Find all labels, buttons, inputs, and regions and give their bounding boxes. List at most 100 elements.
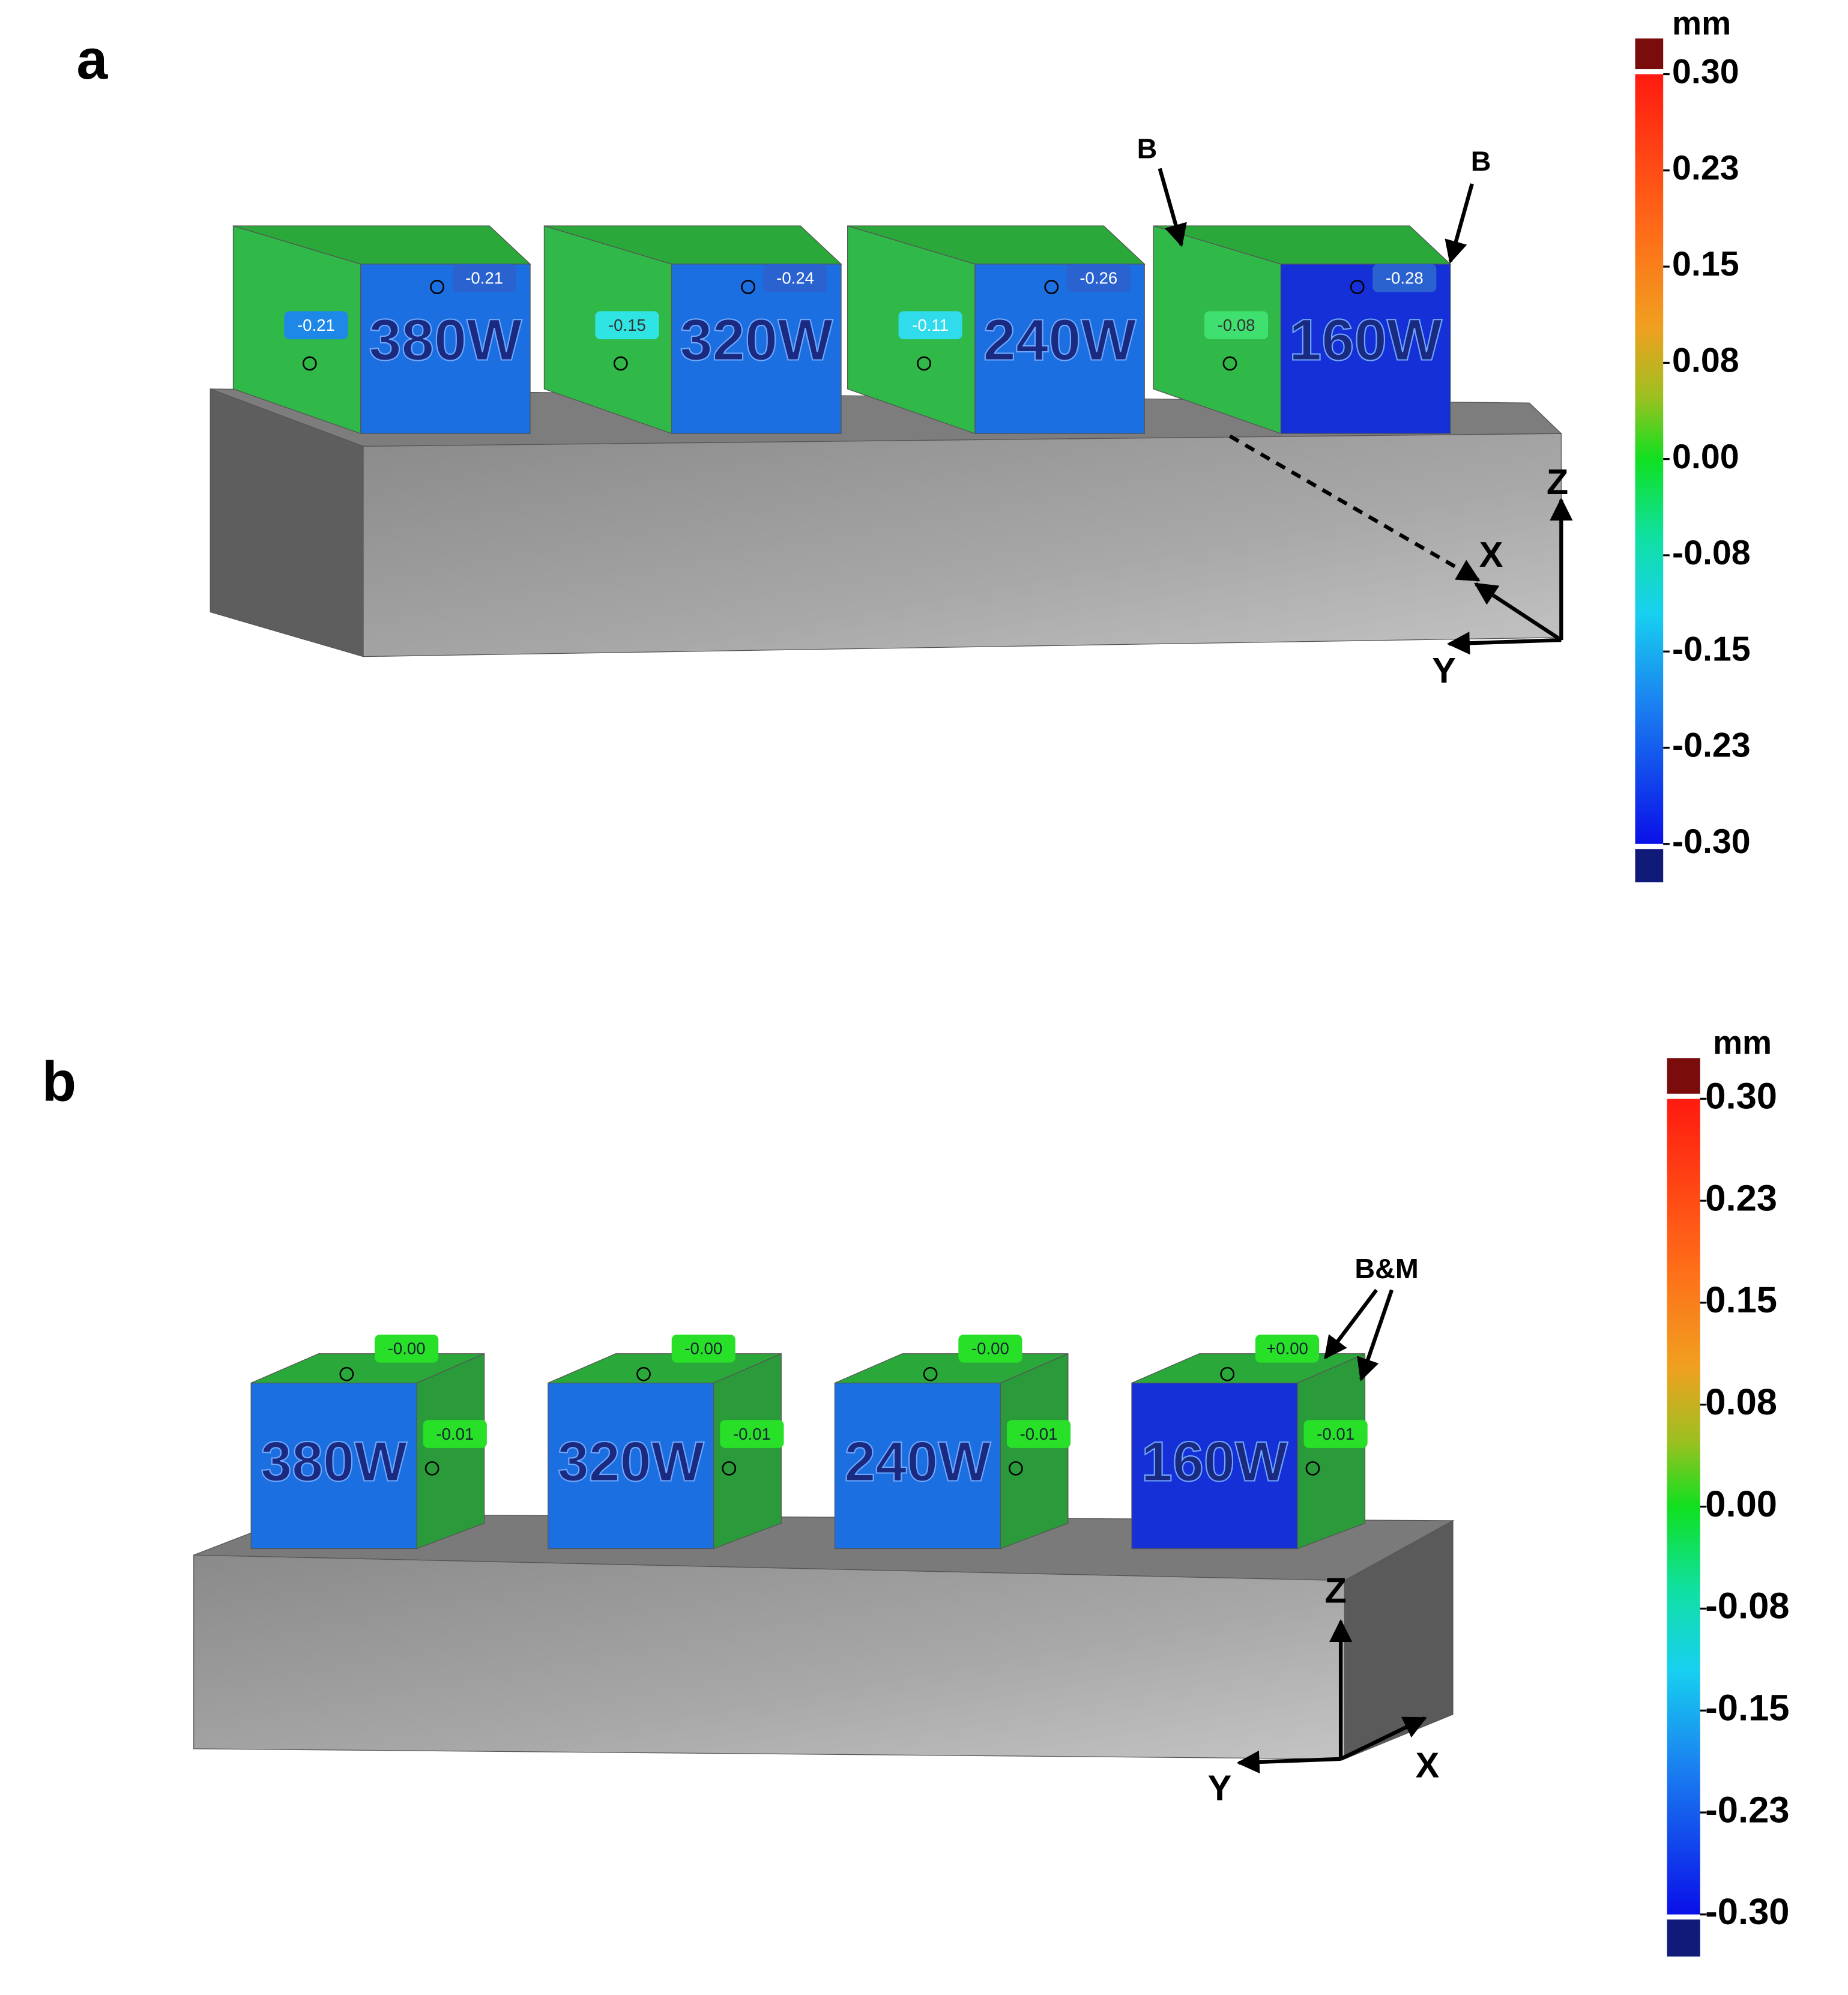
label: B [1471, 145, 1491, 177]
callout-text: -0.01 [733, 1425, 771, 1443]
block-name: 380W [369, 307, 522, 372]
probe [917, 356, 931, 371]
callout-text: -0.28 [1386, 269, 1424, 288]
callout-text: -0.21 [465, 269, 503, 288]
block-side [713, 1353, 782, 1550]
callout-box [763, 264, 827, 292]
block-front [548, 1382, 714, 1550]
probe [636, 1366, 651, 1381]
label: -0.08 [1672, 534, 1751, 572]
callout-box [720, 1420, 784, 1448]
block-front [250, 1382, 417, 1550]
label: a [76, 28, 108, 91]
label: B&M [1354, 1253, 1418, 1284]
label: 0.08 [1705, 1381, 1777, 1423]
label: Z [1324, 1571, 1346, 1611]
label: -0.23 [1705, 1789, 1789, 1831]
label: -0.23 [1672, 726, 1751, 765]
label: -0.15 [1672, 630, 1751, 668]
callout-text: +0.00 [1266, 1339, 1308, 1358]
callout-box [1255, 1334, 1320, 1363]
label: Y [1208, 1768, 1232, 1808]
callout-box [595, 311, 659, 340]
callout-box [1006, 1420, 1071, 1448]
block-side [1000, 1353, 1069, 1550]
scale-cap-high [1667, 1058, 1700, 1094]
label: Y [1432, 650, 1456, 690]
block-side [1297, 1353, 1366, 1550]
arrow [1324, 1288, 1378, 1360]
callout-box [375, 1334, 439, 1363]
arrow [1446, 632, 1562, 655]
arrow [1158, 168, 1187, 247]
color-scale [1635, 74, 1664, 844]
probe [1220, 1366, 1235, 1381]
label: Z [1547, 462, 1568, 502]
slab-front [363, 433, 1562, 657]
callout-text: -0.00 [971, 1339, 1009, 1358]
block-side [416, 1353, 485, 1550]
callout-box [1066, 264, 1131, 292]
callout-text: -0.00 [388, 1339, 426, 1358]
arrow [1228, 434, 1481, 582]
callout-text: -0.08 [1218, 316, 1255, 334]
label: X [1479, 534, 1503, 575]
label: mm [1713, 1024, 1772, 1061]
probe [1008, 1461, 1023, 1476]
label: 0.00 [1705, 1483, 1777, 1525]
probe [613, 356, 628, 371]
slab-front [193, 1554, 1345, 1760]
probe [339, 1366, 354, 1381]
callout-text: -0.24 [776, 269, 814, 288]
callout-box [898, 311, 962, 340]
callout-text: -0.01 [1317, 1425, 1354, 1443]
slab-side [1344, 1520, 1454, 1760]
probe [424, 1461, 439, 1476]
probe [1222, 356, 1237, 371]
block-name: 320W [558, 1429, 705, 1492]
callout-text: -0.26 [1080, 269, 1117, 288]
label: 0.23 [1672, 149, 1739, 187]
probe [1044, 280, 1059, 294]
label: 0.23 [1705, 1177, 1777, 1219]
callout-box [958, 1334, 1022, 1363]
arrow [1339, 1716, 1427, 1761]
label: 0.30 [1672, 53, 1739, 91]
probe [430, 280, 444, 294]
callout-text: -0.00 [684, 1339, 722, 1358]
callout-text: -0.15 [608, 316, 646, 334]
block-name: 240W [844, 1429, 991, 1492]
callout-box [1372, 264, 1437, 292]
label: -0.15 [1705, 1687, 1789, 1728]
block-front [834, 1382, 1001, 1550]
label: X [1416, 1745, 1440, 1785]
label: 0.15 [1672, 245, 1739, 283]
block-name: 160W [1141, 1429, 1288, 1492]
label: 0.15 [1705, 1279, 1777, 1321]
label: 0.30 [1705, 1076, 1777, 1117]
callout-box [423, 1420, 487, 1448]
callout-text: -0.01 [1020, 1425, 1058, 1443]
block-name: 380W [261, 1429, 408, 1492]
arrow [1445, 183, 1474, 264]
label: mm [1672, 4, 1731, 41]
block-front [1131, 1382, 1298, 1550]
arrow [1236, 1750, 1341, 1774]
callout-text: -0.01 [436, 1425, 474, 1443]
arrow [1357, 1289, 1394, 1381]
block-name: 160W [1289, 307, 1443, 372]
label: 0.00 [1672, 438, 1739, 476]
label: 0.08 [1672, 342, 1739, 380]
callout-box [284, 311, 348, 340]
callout-text: -0.21 [297, 316, 335, 334]
label: b [42, 1050, 76, 1113]
callout-box [671, 1334, 735, 1363]
arrow [1473, 582, 1563, 642]
color-scale [1667, 1099, 1700, 1915]
callout-box [1303, 1420, 1368, 1448]
label: -0.30 [1672, 822, 1751, 861]
probe [722, 1461, 737, 1476]
probe [1305, 1461, 1320, 1476]
